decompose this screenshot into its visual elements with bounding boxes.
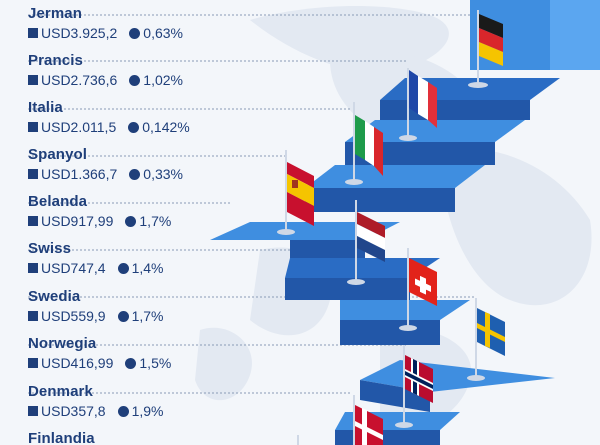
growth-value: 1,02% [143,72,183,88]
flag-germany-icon [468,10,503,88]
circle-bullet-icon [129,169,141,180]
square-bullet-icon [28,216,38,226]
growth-value: 1,7% [131,308,164,324]
country-values: USD2.011,5 0,142% [28,119,190,135]
flag-italy-icon [345,102,383,185]
square-bullet-icon [28,406,38,416]
country-name: Swedia [28,288,81,305]
circle-bullet-icon [128,122,140,133]
growth-value: 0,63% [143,25,183,41]
flag-france-icon [399,68,437,141]
flag-sweden-icon [467,298,505,381]
country-values: USD2.736,6 1,02% [28,72,183,88]
growth-value: 1,7% [139,213,172,229]
flag-switzerland-icon [399,248,437,331]
square-bullet-icon [28,169,38,179]
country-name: Jerman [28,5,82,22]
country-values: USD416,99 1,5% [28,355,171,371]
circle-bullet-icon [125,358,137,369]
square-bullet-icon [28,28,38,38]
country-name: Swiss [28,240,72,257]
flag-netherlands-icon [347,200,385,285]
circle-bullet-icon [117,311,129,322]
country-name: Finlandia [28,430,95,445]
circle-bullet-icon [117,406,129,417]
flag-denmark-icon [353,395,383,445]
circle-bullet-icon [117,263,129,274]
square-bullet-icon [28,358,38,368]
country-name: Denmark [28,383,93,400]
growth-value: 0,33% [143,166,183,182]
country-name: Italia [28,99,63,116]
gdp-value: USD2.011,5 [41,119,117,135]
gdp-value: USD357,8 [41,403,106,419]
gdp-value: USD1.366,7 [41,166,118,182]
flag-norway-icon [395,345,433,428]
country-values: USD747,4 1,4% [28,260,164,276]
square-bullet-icon [28,263,38,273]
country-name: Spanyol [28,146,88,163]
country-values: USD1.366,7 0,33% [28,166,183,182]
gdp-value: USD416,99 [41,355,114,371]
circle-bullet-icon [129,75,141,86]
country-values: USD357,8 1,9% [28,403,164,419]
gdp-value: USD917,99 [41,213,114,229]
circle-bullet-icon [125,216,137,227]
growth-value: 1,5% [139,355,172,371]
square-bullet-icon [28,122,38,132]
gdp-value: USD747,4 [41,260,106,276]
growth-value: 1,9% [131,403,164,419]
square-bullet-icon [28,311,38,321]
circle-bullet-icon [129,28,141,39]
country-values: USD3.925,2 0,63% [28,25,183,41]
square-bullet-icon [28,75,38,85]
gdp-value: USD2.736,6 [41,72,118,88]
country-name: Norwegia [28,335,97,352]
country-values: USD917,99 1,7% [28,213,171,229]
country-name: Belanda [28,193,88,210]
gdp-value: USD3.925,2 [41,25,118,41]
country-values: USD559,9 1,7% [28,308,164,324]
gdp-value: USD559,9 [41,308,106,324]
growth-value: 1,4% [131,260,164,276]
flag-spain-icon [277,150,314,235]
country-name: Prancis [28,52,83,69]
growth-value: 0,142% [142,119,190,135]
